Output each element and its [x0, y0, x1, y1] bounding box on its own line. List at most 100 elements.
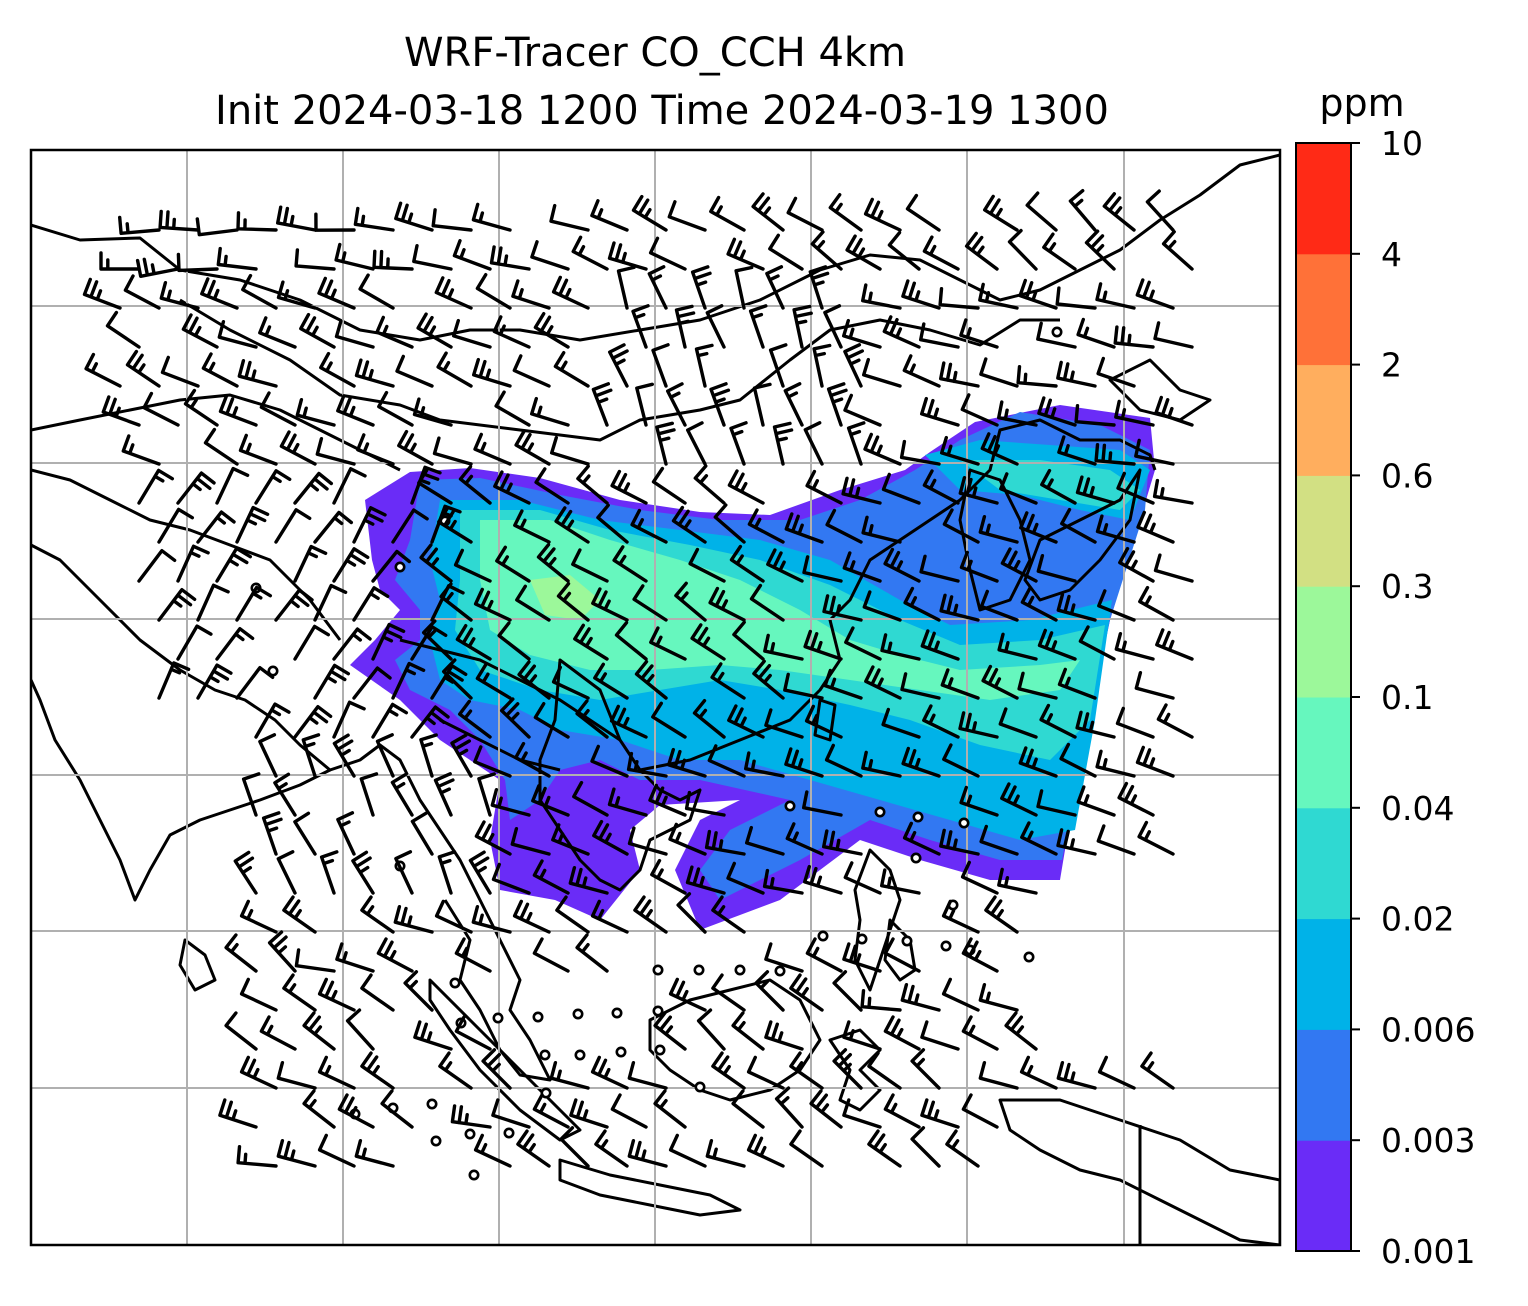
wind-barb — [157, 661, 191, 700]
wind-barb — [1075, 710, 1116, 739]
coastline-path — [853, 848, 902, 992]
wind-barb — [258, 733, 278, 778]
wind-barb — [762, 868, 804, 895]
wind-barb — [410, 811, 434, 856]
wind-barb — [812, 343, 832, 388]
wind-barb — [607, 787, 648, 817]
wind-barb — [711, 973, 746, 1012]
colorbar-tick-label: 0.6 — [1381, 456, 1433, 495]
wind-barb — [515, 584, 551, 622]
wind-barb — [1068, 189, 1097, 232]
wind-barb — [135, 257, 180, 278]
wind-barb — [651, 701, 687, 739]
wind-barb — [693, 464, 726, 505]
wind-barb — [828, 193, 863, 232]
wind-barb — [533, 312, 570, 349]
calm-wind-marker — [540, 1087, 552, 1099]
coastline-path — [813, 698, 837, 742]
wind-barb — [1114, 399, 1155, 427]
wind-barb — [532, 1093, 570, 1129]
wind-barb — [802, 790, 843, 817]
wind-barb — [864, 665, 902, 700]
wind-barb — [901, 279, 941, 310]
wind-barb — [997, 867, 1038, 895]
gridlines — [31, 150, 1280, 1245]
wind-barb — [590, 199, 629, 232]
wind-barb — [634, 660, 668, 700]
wind-barb — [215, 466, 250, 505]
wind-barb — [979, 824, 1019, 856]
wind-barb — [468, 850, 492, 895]
wind-barb — [768, 233, 804, 271]
wind-barb — [491, 862, 531, 895]
coastline-path — [648, 978, 822, 1102]
wind-barb — [371, 549, 411, 583]
wind-barb — [842, 1098, 882, 1129]
wind-barb — [203, 427, 239, 466]
wind-barb — [751, 192, 785, 232]
chart-subtitle: Init 2024-03-18 1200 Time 2024-03-19 130… — [215, 88, 1109, 134]
wind-barb — [317, 1133, 356, 1168]
wind-barb — [313, 663, 350, 700]
wind-barb — [473, 432, 512, 466]
wind-barb — [239, 977, 278, 1012]
wind-barb — [653, 1089, 687, 1129]
wind-barb — [881, 707, 921, 739]
wind-barb — [458, 699, 492, 739]
wind-barb — [704, 829, 746, 856]
wind-barb — [356, 433, 395, 466]
wind-barb — [922, 469, 960, 505]
wind-barb — [692, 699, 726, 739]
wind-barb — [961, 1015, 999, 1051]
wind-barb — [832, 970, 863, 1012]
wind-barb — [786, 196, 824, 232]
plume-contour — [480, 520, 1080, 700]
wind-barb — [594, 1129, 629, 1168]
calm-wind-marker — [532, 1011, 544, 1023]
wind-barb — [293, 811, 317, 856]
wind-barb — [746, 1055, 785, 1090]
wind-barb — [764, 942, 804, 973]
coastline-path — [31, 468, 342, 641]
wind-barb — [674, 304, 696, 349]
wind-barb — [861, 283, 902, 310]
wind-barb — [450, 1104, 492, 1129]
wind-barb — [1114, 632, 1155, 661]
wind-barb — [999, 472, 1038, 505]
calm-wind-marker — [874, 806, 886, 818]
wind-barb — [395, 354, 434, 388]
wind-barb — [667, 200, 707, 232]
wind-barb — [707, 744, 746, 778]
wind-barb — [805, 937, 843, 973]
wind-barb — [649, 626, 687, 661]
wind-barb — [1056, 828, 1097, 856]
wind-barb — [1095, 282, 1136, 310]
wind-barb — [157, 588, 197, 622]
wind-barb — [880, 868, 921, 895]
wind-barb — [332, 700, 366, 739]
colorbar-tick-label: 4 — [1381, 235, 1402, 274]
wind-barb — [978, 983, 1019, 1012]
wind-barb — [514, 429, 551, 466]
wind-barb — [591, 587, 629, 622]
wind-barb — [899, 439, 941, 466]
wind-barb — [754, 970, 785, 1012]
colorbar-unit-label: ppm — [1319, 81, 1404, 125]
wind-barb — [686, 421, 707, 466]
colorbar-tick-label: 0.1 — [1381, 678, 1433, 717]
wind-barb — [1018, 278, 1058, 310]
wind-barb — [792, 304, 813, 349]
wind-barb — [236, 211, 278, 232]
wind-barb — [1138, 585, 1175, 622]
wind-barb — [1096, 356, 1136, 388]
colorbar-segment — [1296, 364, 1351, 476]
wind-barb — [293, 471, 333, 505]
wind-barb — [861, 750, 902, 778]
chart-title: WRF-Tracer CO_CCH 4km — [404, 30, 906, 76]
coastline-path — [558, 1158, 742, 1217]
wind-barb — [745, 825, 785, 856]
wind-barb — [627, 826, 668, 856]
wind-barb — [176, 252, 219, 273]
wind-barb — [920, 1098, 960, 1129]
wind-barb — [360, 1051, 395, 1090]
